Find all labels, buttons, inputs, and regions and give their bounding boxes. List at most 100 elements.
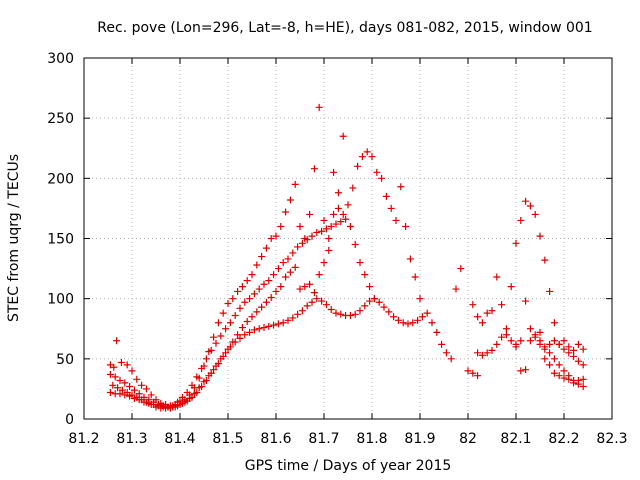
- data-point: [346, 222, 354, 230]
- data-point: [301, 283, 309, 291]
- data-point: [255, 285, 263, 293]
- data-point: [442, 349, 450, 357]
- data-point: [231, 312, 239, 320]
- data-point: [502, 325, 510, 333]
- data-point: [370, 295, 378, 303]
- data-point: [258, 253, 266, 261]
- data-point: [243, 318, 251, 326]
- data-point: [507, 283, 515, 291]
- data-point: [327, 222, 335, 230]
- data-point: [274, 265, 282, 273]
- data-point: [178, 393, 186, 401]
- data-point: [339, 210, 347, 218]
- data-point: [452, 285, 460, 293]
- x-tick-label: 82.3: [596, 431, 627, 447]
- data-point: [522, 197, 530, 205]
- data-point: [375, 298, 383, 306]
- data-point: [373, 168, 381, 176]
- data-point: [181, 398, 189, 406]
- data-point: [114, 384, 122, 392]
- data-point: [570, 352, 578, 360]
- data-point: [342, 215, 350, 223]
- data-point: [279, 319, 287, 327]
- data-point: [313, 228, 321, 236]
- x-tick-label: 81.5: [212, 431, 243, 447]
- data-point: [250, 290, 258, 298]
- data-point: [378, 174, 386, 182]
- data-point: [291, 180, 299, 188]
- data-point: [277, 283, 285, 291]
- data-point: [270, 321, 278, 329]
- data-point: [202, 355, 210, 363]
- data-point: [469, 369, 477, 377]
- data-point: [279, 259, 287, 267]
- data-point: [541, 345, 549, 353]
- data-points: [106, 103, 587, 412]
- data-point: [346, 312, 354, 320]
- data-point: [123, 361, 131, 369]
- data-point: [258, 303, 266, 311]
- data-point: [423, 309, 431, 317]
- data-point: [570, 379, 578, 387]
- data-point: [565, 343, 573, 351]
- data-point: [236, 304, 244, 312]
- data-point: [147, 391, 155, 399]
- data-point: [447, 355, 455, 363]
- data-point: [217, 332, 225, 340]
- data-point: [325, 235, 333, 242]
- data-point: [298, 307, 306, 315]
- data-point: [478, 351, 486, 359]
- data-point: [366, 297, 374, 305]
- data-point: [394, 316, 402, 324]
- data-point: [406, 255, 414, 263]
- data-point: [128, 391, 136, 399]
- data-point: [121, 379, 129, 387]
- data-point: [296, 285, 304, 293]
- data-point: [219, 309, 227, 317]
- data-point: [267, 235, 275, 242]
- data-point: [363, 148, 371, 156]
- data-point: [409, 319, 417, 327]
- data-point: [262, 298, 270, 306]
- data-point: [574, 376, 582, 384]
- data-point: [433, 328, 441, 336]
- data-point: [469, 301, 477, 309]
- data-point: [399, 319, 407, 327]
- data-point: [428, 319, 436, 327]
- data-point: [207, 346, 215, 354]
- data-point: [116, 376, 124, 384]
- data-point: [560, 345, 568, 353]
- data-point: [176, 401, 184, 409]
- y-tick-label: 300: [47, 51, 74, 67]
- data-point: [320, 259, 328, 267]
- data-point: [457, 265, 465, 273]
- data-point: [483, 349, 491, 357]
- data-point: [560, 367, 568, 375]
- data-point: [493, 340, 501, 348]
- data-point: [190, 390, 198, 398]
- data-point: [315, 271, 323, 279]
- x-axis: 81.2 81.3 81.4 81.5 81.6 81.7 81.8 81.9 82 82.1 82…: [68, 58, 628, 447]
- data-point: [416, 295, 424, 303]
- x-tick-label: 81.6: [260, 431, 291, 447]
- data-point: [517, 216, 525, 224]
- data-point: [488, 307, 496, 315]
- data-point: [255, 325, 263, 333]
- data-point: [111, 373, 119, 381]
- data-point: [354, 162, 362, 170]
- data-point: [550, 369, 558, 377]
- data-point: [361, 302, 369, 310]
- data-point: [308, 298, 316, 306]
- y-tick-label: 200: [47, 171, 74, 187]
- data-point: [344, 201, 352, 209]
- data-point: [133, 393, 141, 401]
- data-point: [212, 339, 220, 347]
- data-point: [555, 340, 563, 348]
- x-tick-label: 81.9: [404, 431, 435, 447]
- data-point: [334, 204, 342, 212]
- data-point: [193, 373, 201, 381]
- data-point: [306, 210, 314, 218]
- x-tick-label: 81.3: [116, 431, 147, 447]
- data-point: [536, 340, 544, 348]
- data-point: [498, 301, 506, 309]
